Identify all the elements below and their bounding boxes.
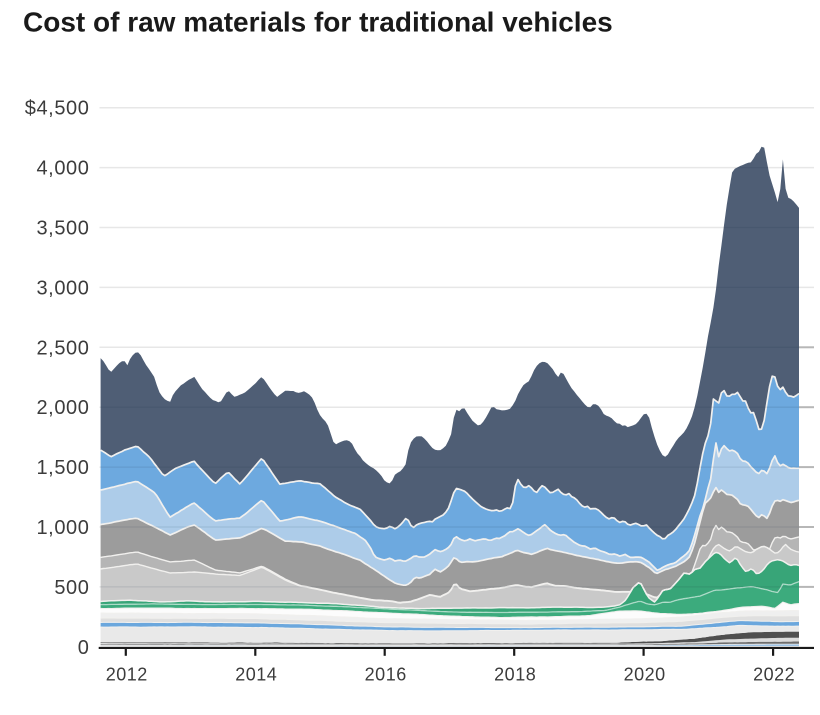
svg-text:2012: 2012 — [106, 665, 148, 685]
svg-text:2018: 2018 — [494, 665, 536, 685]
svg-text:500: 500 — [54, 577, 89, 599]
svg-text:3,000: 3,000 — [36, 277, 89, 299]
svg-text:$4,500: $4,500 — [25, 98, 90, 120]
svg-text:2022: 2022 — [753, 665, 795, 685]
svg-text:2,000: 2,000 — [36, 397, 89, 419]
svg-text:0: 0 — [78, 637, 90, 659]
svg-text:2014: 2014 — [235, 665, 277, 685]
svg-text:2016: 2016 — [365, 665, 407, 685]
svg-text:2,500: 2,500 — [36, 337, 89, 359]
svg-text:1,500: 1,500 — [36, 457, 89, 479]
svg-text:4,000: 4,000 — [36, 158, 89, 180]
svg-text:2020: 2020 — [624, 665, 666, 685]
svg-text:1,000: 1,000 — [36, 517, 89, 539]
svg-text:3,500: 3,500 — [36, 218, 89, 240]
svg-text:Cost of raw materials for trad: Cost of raw materials for traditional ve… — [23, 7, 613, 38]
